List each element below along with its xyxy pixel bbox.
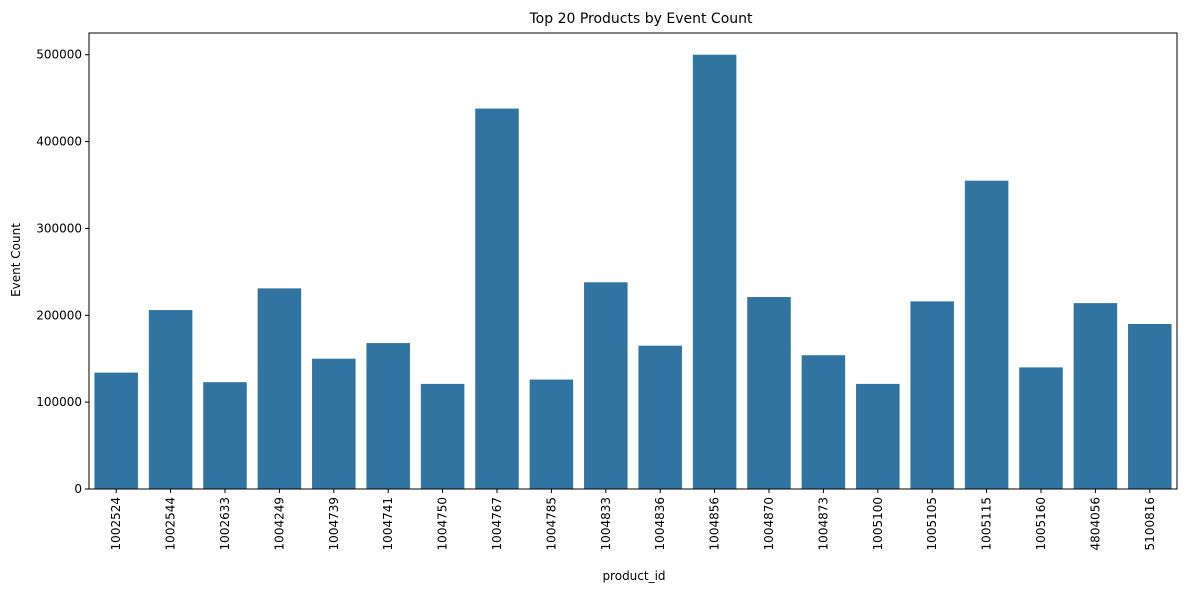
- y-tick-label: 400000: [36, 135, 82, 149]
- x-tick-label: 1004767: [490, 497, 504, 550]
- bar-1005115: [964, 180, 1009, 489]
- x-tick-label: 1004873: [816, 497, 830, 550]
- bar-5100816: [1128, 323, 1172, 489]
- bar-1004785: [529, 379, 574, 489]
- x-tick-label: 5100816: [1143, 497, 1157, 550]
- x-axis-label: product_id: [602, 569, 665, 583]
- y-axis-label: Event Count: [9, 223, 23, 297]
- bar-4804056: [1073, 303, 1118, 489]
- y-tick-label: 0: [74, 482, 82, 496]
- x-tick-label: 1004739: [327, 497, 341, 550]
- bar-1004767: [475, 108, 519, 490]
- bar-1004750: [420, 383, 465, 489]
- bar-1004836: [638, 345, 682, 489]
- x-axis: 1002524 1002544 1002633 1004249 1004739 10047…: [109, 489, 1157, 550]
- x-tick-label: 1002544: [164, 497, 178, 550]
- x-tick-label: 1004836: [653, 497, 667, 550]
- x-tick-label: 1004741: [381, 497, 395, 550]
- bar-1005100: [856, 383, 900, 489]
- x-tick-label: 4804056: [1088, 497, 1102, 550]
- y-tick-label: 500000: [36, 48, 82, 62]
- x-tick-label: 1002524: [109, 497, 123, 550]
- bar-1004833: [584, 282, 628, 489]
- y-tick-label: 200000: [36, 308, 82, 322]
- bars-group: [94, 54, 1172, 490]
- plot-frame: [88, 32, 1178, 490]
- x-tick-label: 1005115: [980, 497, 994, 550]
- x-tick-label: 1005100: [871, 497, 885, 550]
- x-tick-label: 1004833: [599, 497, 613, 550]
- bar-1004856: [692, 54, 737, 489]
- x-tick-label: 1004785: [544, 497, 558, 550]
- y-tick-label: 300000: [36, 221, 82, 235]
- x-tick-label: 1004856: [708, 497, 722, 550]
- bar-1004873: [801, 355, 846, 489]
- bar-1004739: [312, 358, 356, 489]
- bar-1004741: [366, 343, 410, 489]
- bar-1002633: [203, 382, 247, 489]
- x-tick-label: 1005105: [925, 497, 939, 550]
- bar-1002544: [148, 310, 193, 489]
- y-tick-label: 100000: [36, 395, 82, 409]
- bar-1004249: [257, 288, 302, 489]
- bar-1002524: [94, 372, 138, 489]
- bar-1005160: [1019, 367, 1063, 489]
- x-tick-label: 1004249: [272, 497, 286, 550]
- bar-1004870: [747, 297, 791, 489]
- x-tick-label: 1004870: [762, 497, 776, 550]
- bar-1005105: [910, 301, 954, 489]
- y-axis: 0 100000 200000 300000 400000 500000: [36, 48, 89, 496]
- x-tick-label: 1002633: [218, 497, 232, 550]
- x-tick-label: 1004750: [436, 497, 450, 550]
- chart-title: Top 20 Products by Event Count: [529, 11, 754, 27]
- x-tick-label: 1005160: [1034, 497, 1048, 550]
